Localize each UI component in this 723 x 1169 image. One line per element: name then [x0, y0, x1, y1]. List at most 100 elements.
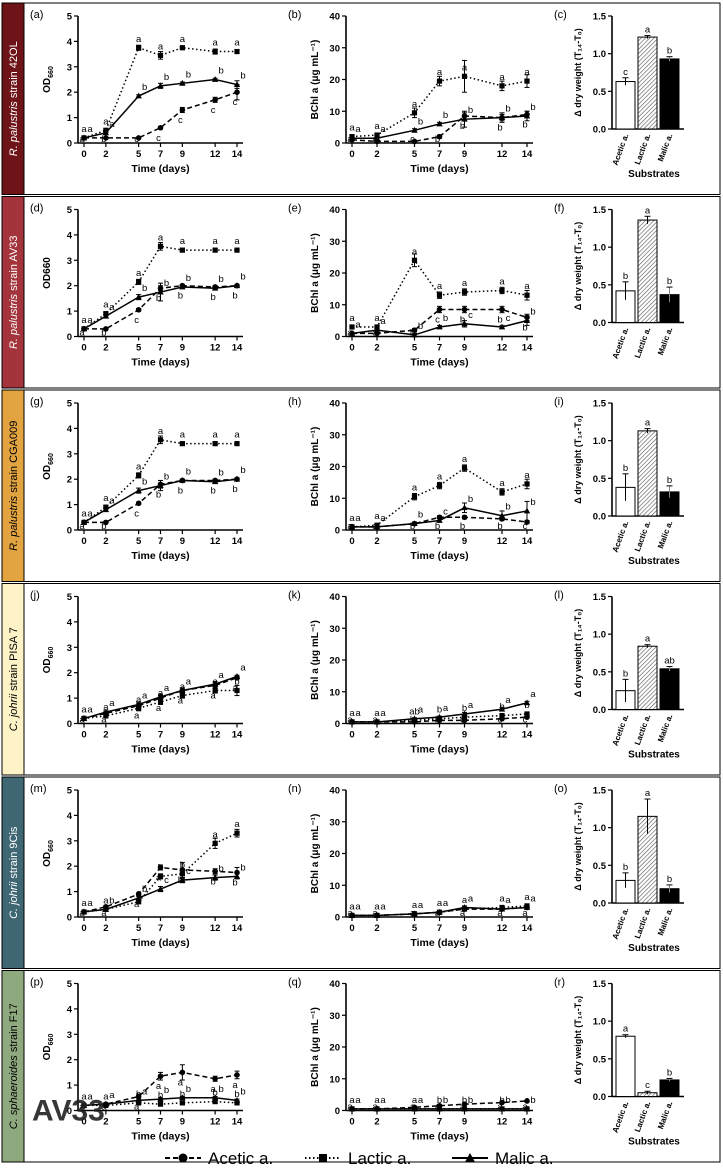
strain-species: C. johrii: [8, 693, 20, 731]
significance-letter: a: [349, 1095, 355, 1106]
legend-marker: [178, 1153, 188, 1163]
y-tick-label: 0: [335, 526, 340, 537]
data-point: [212, 1075, 218, 1082]
data-point: [157, 885, 164, 892]
x-axis-label: Time (days): [131, 357, 189, 369]
significance-letter: b: [437, 705, 442, 716]
data-point: [461, 714, 468, 720]
x-tick-label: 9: [462, 536, 467, 547]
panel-label: (d): [30, 203, 43, 215]
significance-letter: b: [410, 521, 415, 532]
data-point: [411, 138, 418, 145]
panel-label: (g): [30, 396, 43, 408]
x-tick-label: 2: [374, 343, 379, 354]
data-point: [373, 912, 381, 918]
significance-letter: a: [186, 676, 192, 687]
data-point: [179, 1094, 186, 1101]
significance-letter: a: [81, 1091, 87, 1102]
significance-letter: b: [623, 862, 628, 873]
data-point: [179, 45, 185, 51]
x-tick-label: 5: [412, 730, 418, 741]
significance-letter: a: [645, 788, 651, 799]
strain-row: R. palustris strain CGA009(g) (h) (i)01234…: [1, 389, 721, 582]
significance-letter: a: [645, 634, 651, 645]
bar: [659, 668, 680, 711]
y-tick-label: 1.5: [593, 979, 607, 990]
y-tick-label: 1.0: [593, 630, 606, 641]
bar: [659, 1079, 680, 1097]
significance-letter: b: [667, 475, 672, 486]
significance-letter: a: [103, 702, 109, 713]
significance-letter: b: [435, 134, 440, 145]
significance-letter: c: [460, 715, 465, 726]
y-axis-label: BChl a (μg mL⁻¹): [310, 620, 321, 700]
x-tick-label: 0: [349, 1117, 354, 1128]
significance-letter: a: [103, 1091, 109, 1102]
x-tick-label: 9: [462, 149, 467, 160]
x-tick-label: 14: [522, 730, 533, 741]
y-tick-label: 5: [67, 12, 73, 23]
significance-letter: b: [164, 472, 169, 483]
panel-label: (h): [288, 396, 301, 408]
y-tick-label: 1: [67, 113, 73, 124]
significance-letter: c: [178, 115, 183, 126]
x-tick-label: 5: [136, 343, 142, 354]
significance-letter: a: [355, 513, 361, 524]
legend-label: Acetic a.: [208, 1149, 273, 1168]
significance-letter: b: [418, 321, 423, 332]
data-point: [234, 48, 240, 55]
significance-letter: b: [505, 104, 510, 115]
significance-letter: a: [156, 1081, 162, 1092]
data-point: [461, 1105, 468, 1112]
significance-letter: a: [372, 328, 378, 339]
data-point: [524, 1098, 530, 1104]
significance-letter: b: [218, 66, 223, 77]
data-point: [524, 78, 530, 84]
y-tick-label: 3: [67, 1030, 72, 1041]
x-tick-label: 0: [81, 343, 86, 354]
y-tick-label: 2: [67, 281, 72, 292]
y-tick-label: 4: [67, 230, 73, 241]
y-tick-label: 5: [67, 786, 73, 797]
significance-letter: b: [212, 1088, 217, 1099]
data-point: [524, 711, 530, 717]
significance-letter: a: [412, 99, 418, 110]
significance-letter: b: [623, 668, 628, 679]
significance-letter: a: [349, 513, 355, 524]
significance-letter: b: [468, 494, 473, 505]
significance-letter: a: [380, 708, 386, 719]
significance-letter: a: [109, 698, 115, 709]
strain-strip: [1, 970, 25, 1163]
data-point: [80, 1102, 88, 1108]
significance-letter: b: [468, 105, 473, 116]
bchl-chart: 0 10 20 30 40 0 2 5 7 9 12 14 Time (days) BChl a (μg …: [310, 786, 536, 950]
y-tick-label: 3: [67, 449, 72, 460]
x-tick-label: 12: [497, 149, 508, 160]
y-tick-label: 0.5: [593, 87, 607, 98]
row-frame: [1, 2, 721, 195]
data-point: [102, 708, 110, 715]
data-point: [523, 317, 531, 324]
x-axis-label: Time (days): [131, 937, 189, 949]
y-tick-label: 0: [67, 526, 72, 537]
significance-letter: a: [530, 689, 536, 700]
data-point: [234, 1100, 240, 1106]
significance-letter: a: [109, 302, 115, 313]
strain-id: strain 42OL: [8, 41, 20, 101]
x-tick-label: 2: [103, 149, 108, 160]
x-tick-label: 2: [374, 149, 379, 160]
significance-letter: c: [410, 134, 415, 145]
x-tick-label: 2: [374, 923, 379, 934]
significance-letter: a: [212, 430, 218, 441]
x-tick-label: 9: [180, 730, 185, 741]
significance-letter: a: [380, 1095, 386, 1106]
y-tick-label: 0: [335, 1106, 340, 1117]
significance-letter: a: [240, 663, 246, 674]
bar: [615, 81, 636, 130]
x-tick-label: 0: [349, 149, 354, 160]
y-axis-label: OD660: [42, 257, 53, 289]
data-point: [524, 481, 530, 487]
strain-row: R. palustris strain 42OL(a) (b) (c)0123450…: [1, 2, 721, 195]
data-point: [179, 692, 185, 699]
